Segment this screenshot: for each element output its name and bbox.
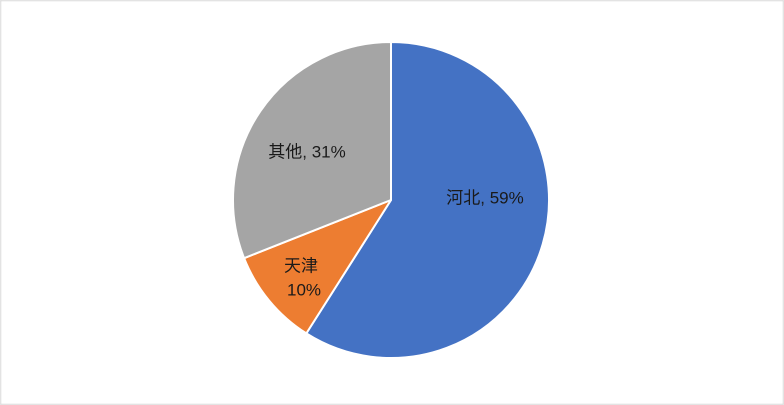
- svg-text:其他, 31%: 其他, 31%: [268, 142, 345, 161]
- svg-text:天津: 天津: [284, 256, 318, 275]
- svg-text:河北, 59%: 河北, 59%: [446, 188, 523, 207]
- svg-text:10%: 10%: [287, 280, 321, 299]
